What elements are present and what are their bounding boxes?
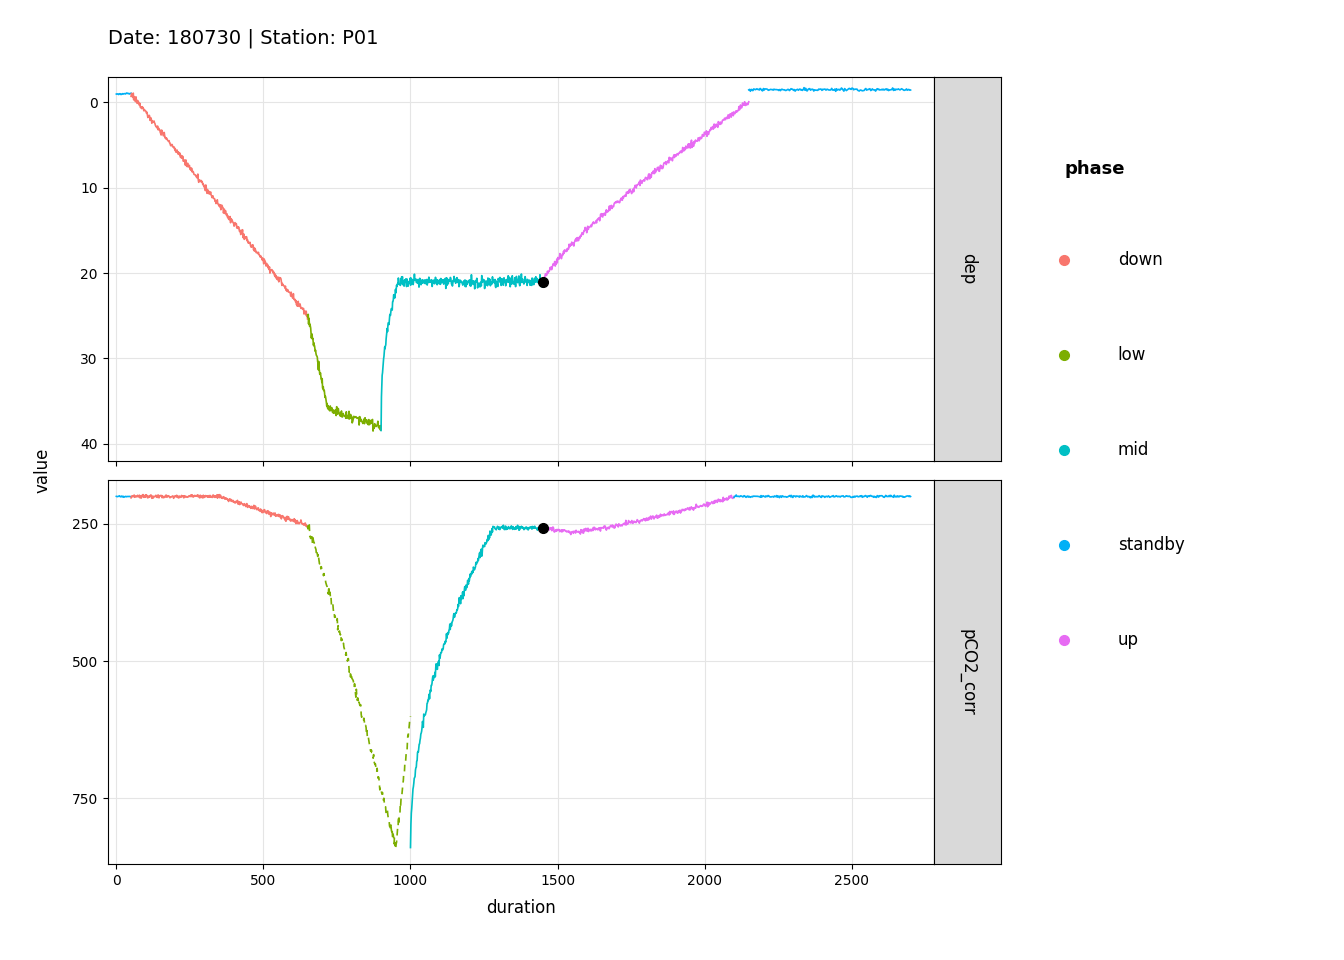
Text: standby: standby: [1118, 537, 1184, 554]
Text: value: value: [34, 447, 51, 493]
Text: up: up: [1118, 632, 1138, 649]
Text: mid: mid: [1118, 442, 1149, 459]
Text: dep: dep: [958, 253, 977, 284]
Text: down: down: [1118, 252, 1163, 269]
Text: low: low: [1118, 347, 1146, 364]
X-axis label: duration: duration: [487, 899, 555, 917]
Text: Date: 180730 | Station: P01: Date: 180730 | Station: P01: [108, 28, 378, 48]
Text: pCO2_corr: pCO2_corr: [958, 629, 977, 715]
Text: phase: phase: [1064, 159, 1125, 178]
